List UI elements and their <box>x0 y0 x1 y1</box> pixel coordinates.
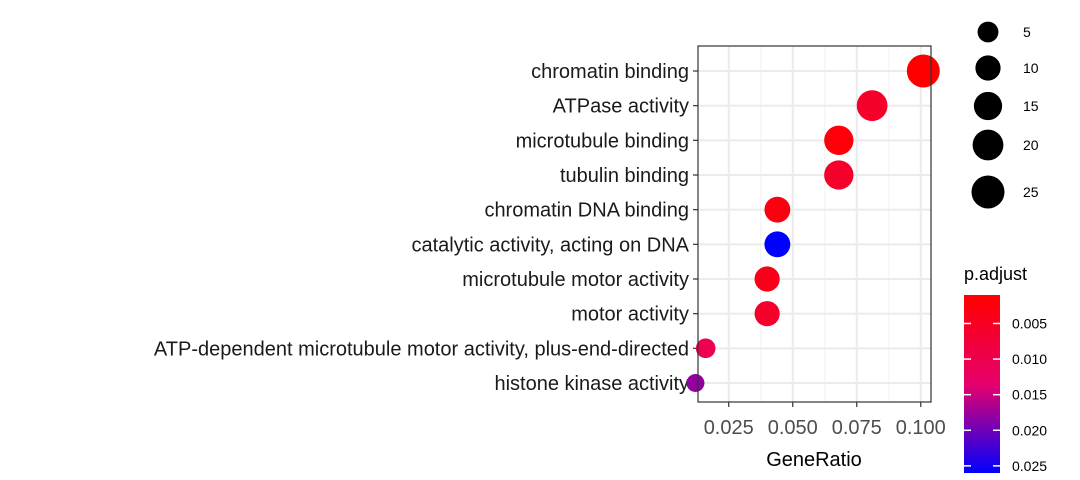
x-tick-label: 0.075 <box>832 417 882 439</box>
size-legend-label: 15 <box>1023 98 1039 114</box>
y-tick-label: chromatin DNA binding <box>484 200 689 222</box>
points <box>686 54 940 392</box>
color-legend-label: 0.020 <box>1012 422 1047 438</box>
color-legend-label: 0.025 <box>1012 458 1047 474</box>
data-point <box>824 125 854 156</box>
size-legend-label: 5 <box>1023 24 1031 40</box>
size-legend-label: 10 <box>1023 60 1039 76</box>
x-axis-title: GeneRatio <box>766 449 862 471</box>
color-legend-label: 0.010 <box>1012 351 1047 367</box>
color-legend-title: p.adjust <box>964 264 1027 284</box>
color-legend-label: 0.005 <box>1012 315 1047 331</box>
size-legend-key <box>973 91 1003 121</box>
grid <box>698 46 931 402</box>
color-legend-label: 0.015 <box>1012 387 1047 403</box>
size-legend-key <box>975 55 1001 81</box>
size-legend: 5 10 15 20 25 <box>971 21 1039 209</box>
y-axis: chromatin binding ATPase activity microtub… <box>154 61 698 395</box>
size-legend-label: 25 <box>1023 184 1039 200</box>
y-tick-label: motor activity <box>571 304 689 326</box>
data-point <box>764 196 791 223</box>
size-legend-key <box>972 129 1004 161</box>
x-tick-label: 0.050 <box>768 417 818 439</box>
size-legend-key <box>971 175 1005 209</box>
y-tick-label: chromatin binding <box>531 61 689 83</box>
x-axis: 0.025 0.050 0.075 0.100 <box>704 402 946 439</box>
data-point <box>754 301 780 327</box>
y-tick-label: microtubule binding <box>516 130 689 152</box>
y-tick-label: catalytic activity, acting on DNA <box>411 234 689 256</box>
data-point <box>754 266 780 292</box>
plot-border <box>697 45 932 403</box>
data-point <box>686 374 705 392</box>
size-legend-key <box>977 21 999 43</box>
y-tick-label: ATP-dependent microtubule motor activity… <box>154 338 689 360</box>
size-legend-label: 20 <box>1023 137 1039 153</box>
data-point <box>764 231 791 258</box>
color-legend-bar <box>964 295 1000 473</box>
x-tick-label: 0.025 <box>704 417 754 439</box>
data-point <box>906 54 940 88</box>
y-tick-label: tubulin binding <box>560 165 689 187</box>
y-tick-label: histone kinase activity <box>494 373 689 395</box>
data-point <box>695 338 716 359</box>
x-tick-label: 0.100 <box>896 417 946 439</box>
data-point <box>856 90 888 122</box>
y-tick-label: ATPase activity <box>553 96 689 118</box>
color-legend: p.adjust 0.005 0.010 0.015 0.020 0.025 <box>964 264 1047 474</box>
data-point <box>824 160 854 190</box>
y-tick-label: microtubule motor activity <box>462 269 689 291</box>
